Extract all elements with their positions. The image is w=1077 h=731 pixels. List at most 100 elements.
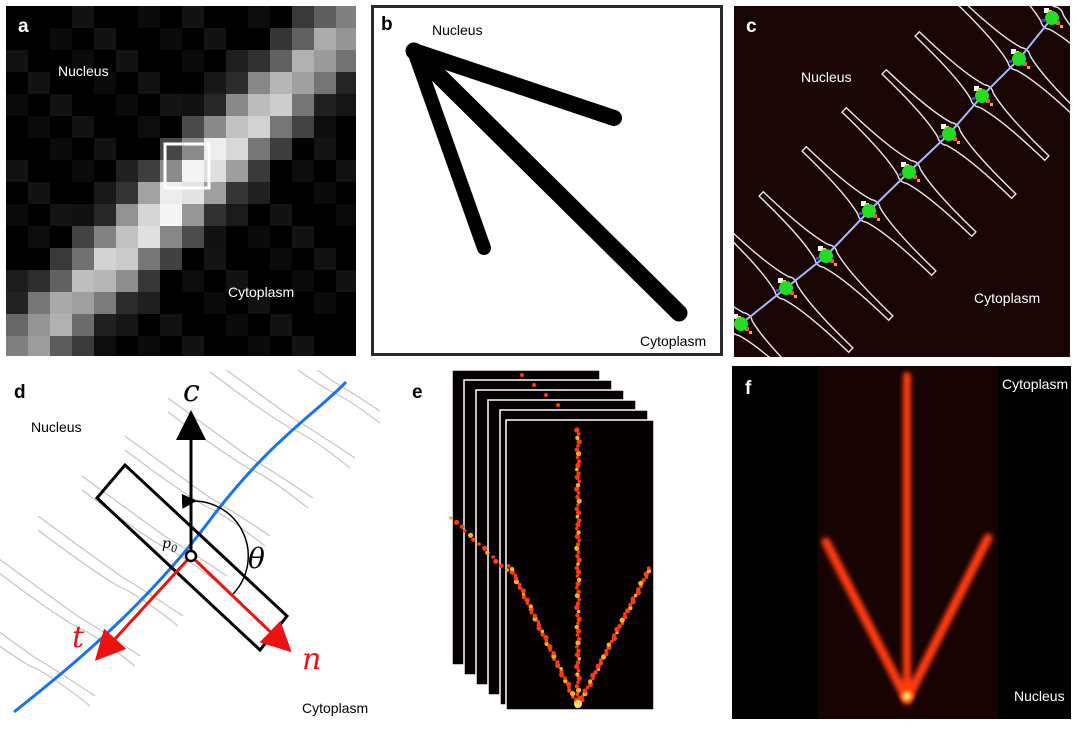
kinetochore-node — [942, 127, 956, 141]
track-dot-vertical — [576, 616, 582, 622]
track-dot-vertical — [574, 427, 580, 433]
track-dot-vertical — [576, 451, 582, 457]
track-dot-vertical — [577, 577, 582, 582]
kinetochore-node — [902, 165, 916, 179]
track-dot-vertical — [577, 518, 582, 523]
track-dot-back-left — [499, 563, 504, 568]
panel-e-stack — [449, 370, 655, 711]
track-dot-left — [566, 681, 572, 687]
panel-b-cytoplasm-label: Cytoplasm — [640, 333, 707, 349]
frame-top-spot — [556, 403, 560, 407]
kinetochore-node — [1045, 11, 1059, 25]
axis-t-arrow — [94, 554, 193, 661]
panel-e: e — [400, 370, 670, 725]
cell-outline — [958, 6, 1070, 114]
track-dot-right — [622, 614, 628, 620]
grey-cell-outline — [37, 529, 179, 627]
track-dot-vertical — [574, 652, 580, 658]
track-dot-left — [507, 564, 511, 568]
track-dot-right — [598, 660, 604, 666]
grey-cell-outline — [124, 449, 266, 547]
track-dot-vertical — [575, 601, 581, 606]
track-dot-vertical — [575, 574, 580, 578]
panel-b-spindle-short — [406, 43, 622, 126]
cell-outline — [734, 306, 783, 357]
track-dot-vertical — [574, 565, 579, 571]
cell-outline — [1029, 6, 1070, 44]
track-dot-left — [521, 594, 527, 600]
track-dot-right — [617, 624, 622, 629]
track-dot-vertical — [575, 435, 580, 441]
track-dot-vertical — [574, 593, 580, 599]
track-dot-right — [601, 654, 607, 660]
track-dot-vertical — [575, 462, 581, 469]
panel-f-image — [732, 366, 1071, 719]
track-dot-vertical — [574, 486, 580, 492]
track-dot-back-left — [471, 537, 476, 542]
track-dot-vertical — [576, 569, 582, 575]
panel-d-background-cells — [0, 370, 380, 707]
panel-f-label: f — [745, 378, 752, 399]
track-dot-left — [555, 660, 560, 665]
axis-n-label: n — [302, 642, 322, 677]
panel-c-nucleus-label: Nucleus — [801, 69, 852, 85]
fiber-path — [740, 17, 1053, 325]
front-frame-apex — [574, 700, 582, 708]
track-dot-vertical — [575, 660, 581, 665]
track-dot-right — [633, 593, 638, 598]
grey-cell-outline — [0, 558, 141, 657]
track-dot-left — [563, 678, 568, 684]
track-dot-vertical — [574, 474, 580, 480]
panel-a-selection-box — [163, 142, 211, 190]
track-dot-left — [513, 573, 518, 578]
track-dot-left — [536, 622, 541, 628]
track-dot-left — [559, 669, 564, 674]
kinetochore-node — [862, 204, 876, 218]
track-dot-vertical — [574, 506, 579, 512]
track-dot-left — [544, 641, 549, 646]
point-p0-label: p0 — [162, 536, 177, 555]
track-dot-vertical — [574, 533, 580, 540]
track-dot-vertical — [576, 675, 582, 681]
track-dot-back-left — [491, 555, 495, 559]
point-p-letter: p — [162, 536, 171, 552]
track-dot-right — [630, 596, 635, 601]
track-dot-vertical — [576, 439, 582, 445]
track-dot-vertical — [576, 491, 581, 495]
panel-d-label: d — [14, 382, 26, 403]
track-dot-vertical — [575, 645, 579, 649]
panel-c-cytoplasm-label: Cytoplasm — [974, 290, 1041, 306]
track-dot-vertical — [576, 609, 581, 614]
grey-cell-outline — [0, 631, 96, 697]
track-dot-vertical — [575, 554, 580, 559]
theta-label: θ — [248, 542, 265, 575]
kinetochore-node — [734, 317, 748, 331]
track-dot-back-left — [460, 524, 465, 529]
panel-b-plot — [405, 42, 688, 322]
track-dot-left — [570, 691, 576, 697]
track-dot-right — [641, 578, 646, 583]
theta-arc — [181, 493, 250, 595]
track-dot-vertical — [574, 447, 579, 452]
axis-n-arrow — [189, 554, 292, 653]
track-dot-vertical — [575, 467, 579, 472]
track-dot-back-left — [477, 542, 481, 546]
track-dot-right — [609, 639, 614, 644]
panel-c: c Nucleus Cytoplasm — [734, 6, 1070, 357]
track-dot-back-left — [468, 532, 474, 538]
track-dot-left — [524, 597, 530, 603]
cell-outline — [914, 30, 1050, 162]
track-dot-vertical — [575, 494, 580, 500]
track-dot-right — [606, 642, 611, 647]
panel-b-spindle-left — [407, 44, 491, 255]
track-dot-vertical — [575, 692, 580, 696]
sampling-rectangle — [94, 462, 290, 653]
track-dot-vertical — [575, 455, 580, 460]
panel-f: f Cytoplasm Nucleus — [732, 366, 1071, 719]
spindle-pole-glow — [898, 687, 916, 705]
track-dot-vertical — [576, 530, 581, 535]
track-dot-vertical — [576, 589, 581, 594]
track-dot-left — [551, 650, 556, 656]
track-dot-right — [628, 603, 632, 607]
panel-f-spindle — [821, 372, 993, 705]
